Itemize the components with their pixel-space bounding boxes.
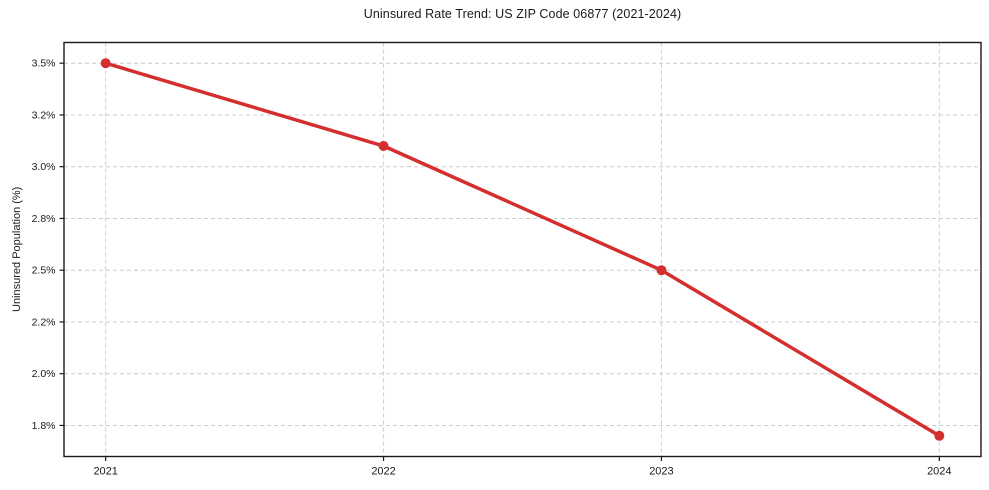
plot-border <box>63 41 982 458</box>
y-tick-label: 2.2% <box>32 316 56 328</box>
y-tick-label: 2.0% <box>32 368 56 380</box>
y-tick-label: 3.5% <box>32 58 56 70</box>
x-tick-label: 2024 <box>927 466 951 478</box>
x-tick-label: 2021 <box>93 466 117 478</box>
y-tick-label: 2.8% <box>32 213 56 225</box>
y-tick-label: 1.8% <box>32 420 56 432</box>
chart-title: Uninsured Rate Trend: US ZIP Code 06877 … <box>363 7 682 21</box>
x-tick-label: 2023 <box>649 466 673 478</box>
y-tick-label: 3.2% <box>32 109 56 121</box>
y-tick-label: 3.0% <box>32 161 56 173</box>
trend-line <box>103 61 942 438</box>
x-tick-label: 2022 <box>371 466 395 478</box>
data-point-marker <box>378 141 389 151</box>
data-point-marker <box>656 265 667 276</box>
y-tick-label: 2.5% <box>32 265 56 277</box>
data-point-marker <box>100 58 111 69</box>
data-point-marker <box>934 430 945 441</box>
